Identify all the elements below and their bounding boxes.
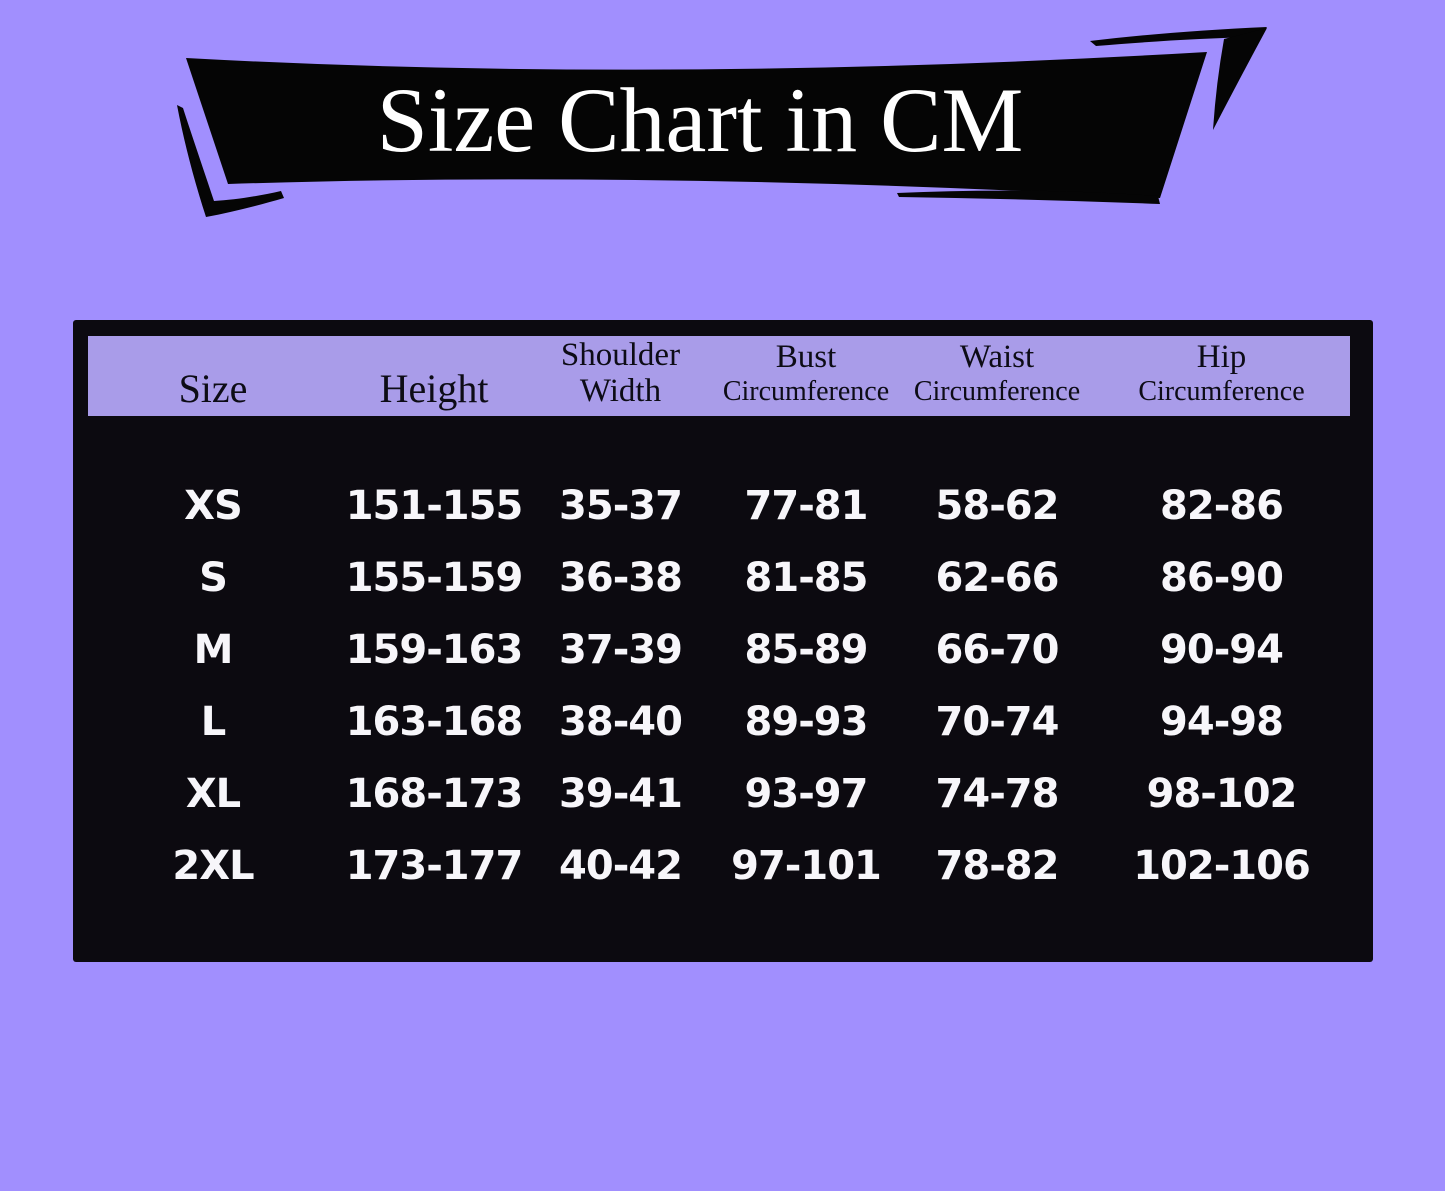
bust-value: 89-93	[744, 699, 869, 745]
column-header-line2: Width	[579, 373, 662, 409]
table-row-m: M 159-163 37-39 85-89 66-70 90-94	[88, 614, 1350, 686]
size-label: XL	[185, 771, 241, 817]
size-label: XS	[184, 483, 243, 529]
bust-value: 85-89	[744, 627, 869, 673]
table-row-xs: XS 151-155 35-37 77-81 58-62 82-86	[88, 470, 1350, 542]
column-header-line1: Bust	[775, 339, 837, 375]
column-header-size: Size	[88, 369, 338, 416]
shoulder-width-value: 37-39	[559, 627, 683, 673]
shoulder-width-value: 36-38	[559, 555, 683, 601]
column-header-line2: Size	[178, 366, 248, 411]
column-header-line1: Shoulder	[560, 337, 681, 373]
table-row-s: S 155-159 36-38 81-85 62-66 86-90	[88, 542, 1350, 614]
hip-value: 90-94	[1160, 627, 1284, 673]
waist-value: 78-82	[935, 843, 1060, 889]
column-header-hip-circumference: Hip Circumference	[1093, 339, 1350, 416]
bust-value: 97-101	[731, 843, 882, 889]
height-value: 168-173	[345, 771, 524, 817]
waist-value: 58-62	[935, 483, 1060, 529]
table-row-l: L 163-168 38-40 89-93 70-74 94-98	[88, 686, 1350, 758]
hip-value: 102-106	[1133, 843, 1311, 889]
height-value: 163-168	[345, 699, 524, 745]
height-value: 159-163	[345, 627, 524, 673]
title-banner: Size Chart in CM	[0, 0, 1445, 240]
hip-value: 82-86	[1160, 483, 1284, 529]
waist-value: 70-74	[935, 699, 1060, 745]
column-header-line1: Waist	[959, 339, 1035, 375]
height-value: 155-159	[345, 555, 524, 601]
size-label: M	[193, 627, 234, 673]
column-header-line1: Hip	[1196, 339, 1247, 375]
hip-value: 86-90	[1160, 555, 1284, 601]
table-body: XS 151-155 35-37 77-81 58-62 82-86 S 155…	[88, 470, 1350, 902]
waist-value: 66-70	[935, 627, 1060, 673]
banner-ribbon-shape	[177, 27, 1267, 217]
hip-value: 94-98	[1160, 699, 1284, 745]
shoulder-width-value: 35-37	[559, 483, 683, 529]
bust-value: 93-97	[744, 771, 869, 817]
size-label: 2XL	[172, 843, 254, 889]
table-row-xl: XL 168-173 39-41 93-97 74-78 98-102	[88, 758, 1350, 830]
size-label: S	[199, 555, 228, 601]
bust-value: 77-81	[744, 483, 869, 529]
column-header-line2: Height	[379, 366, 489, 411]
size-chart-table: Size Height Shoulder Width Bust Circumfe…	[73, 320, 1373, 962]
column-header-line2: Circumference	[1138, 376, 1305, 407]
height-value: 151-155	[345, 483, 524, 529]
shoulder-width-value: 38-40	[559, 699, 683, 745]
bust-value: 81-85	[744, 555, 869, 601]
shoulder-width-value: 40-42	[559, 843, 683, 889]
table-header-row: Size Height Shoulder Width Bust Circumfe…	[88, 336, 1350, 416]
shoulder-width-value: 39-41	[559, 771, 683, 817]
column-header-line2: Circumference	[913, 376, 1081, 407]
column-header-line2: Circumference	[722, 376, 890, 407]
height-value: 173-177	[345, 843, 524, 889]
size-label: L	[200, 699, 227, 745]
page-title: Size Chart in CM	[376, 69, 1024, 171]
hip-value: 98-102	[1146, 771, 1298, 817]
column-header-waist-circumference: Waist Circumference	[901, 339, 1093, 416]
column-header-shoulder-width: Shoulder Width	[530, 337, 711, 416]
waist-value: 62-66	[935, 555, 1060, 601]
column-header-height: Height	[338, 369, 530, 416]
waist-value: 74-78	[935, 771, 1060, 817]
table-row-2xl: 2XL 173-177 40-42 97-101 78-82 102-106	[88, 830, 1350, 902]
column-header-bust-circumference: Bust Circumference	[711, 339, 901, 416]
